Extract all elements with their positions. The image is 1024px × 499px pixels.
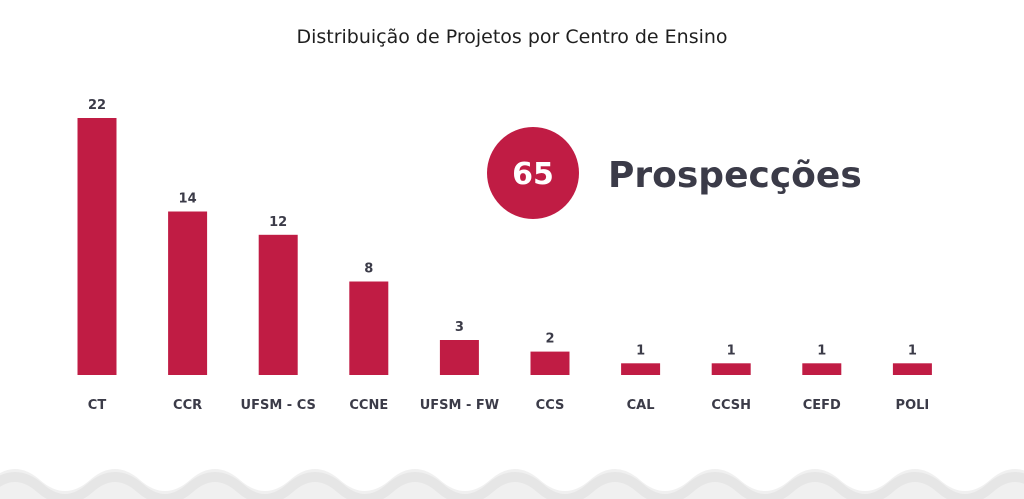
tick-label-ct: CT — [88, 398, 107, 413]
tick-label-ccsh: CCSH — [711, 398, 751, 413]
bar-ct — [77, 118, 117, 375]
summary-badge: 65 Prospecções — [487, 127, 862, 219]
value-label-ufsm-cs: 12 — [269, 215, 287, 230]
bar-ccr — [168, 211, 208, 375]
tick-label-ccne: CCNE — [349, 398, 388, 413]
value-labels-group: 22 14 12 8 3 2 1 1 1 1 — [88, 98, 917, 358]
bar-ccsh — [711, 363, 751, 375]
value-label-ct: 22 — [88, 98, 106, 113]
bar-ufsm-cs — [258, 234, 298, 375]
value-label-cal: 1 — [636, 343, 645, 358]
decorative-wave-lines — [0, 472, 1024, 499]
bar-poli — [892, 363, 932, 375]
value-label-ufsm-fw: 3 — [455, 320, 464, 335]
tick-label-ufsm-fw: UFSM - FW — [420, 398, 499, 413]
bar-cefd — [802, 363, 842, 375]
bar-cal — [621, 363, 661, 375]
summary-label: Prospecções — [608, 155, 862, 196]
tick-label-cefd: CEFD — [803, 398, 841, 413]
value-label-ccs: 2 — [545, 332, 554, 347]
tick-label-ccs: CCS — [536, 398, 565, 413]
tick-label-poli: POLI — [896, 398, 930, 413]
bar-ccne — [349, 281, 389, 375]
value-label-ccne: 8 — [364, 262, 373, 277]
value-label-poli: 1 — [908, 343, 917, 358]
value-label-ccsh: 1 — [727, 343, 736, 358]
summary-count: 65 — [512, 157, 554, 192]
tick-label-ccr: CCR — [173, 398, 202, 413]
chart-title: Distribuição de Projetos por Centro de E… — [296, 26, 727, 48]
value-label-cefd: 1 — [817, 343, 826, 358]
value-label-ccr: 14 — [179, 192, 197, 207]
bar-ccs — [530, 351, 570, 375]
decorative-wave-pattern — [0, 469, 1024, 499]
bar-ufsm-fw — [439, 340, 479, 375]
tick-labels-group: CT CCR UFSM - CS CCNE UFSM - FW CCS CAL CCSH CEF… — [88, 398, 929, 413]
bars-group — [77, 118, 932, 375]
tick-label-ufsm-cs: UFSM - CS — [241, 398, 316, 413]
tick-label-cal: CAL — [627, 398, 655, 413]
summary-badge-circle — [487, 127, 579, 219]
